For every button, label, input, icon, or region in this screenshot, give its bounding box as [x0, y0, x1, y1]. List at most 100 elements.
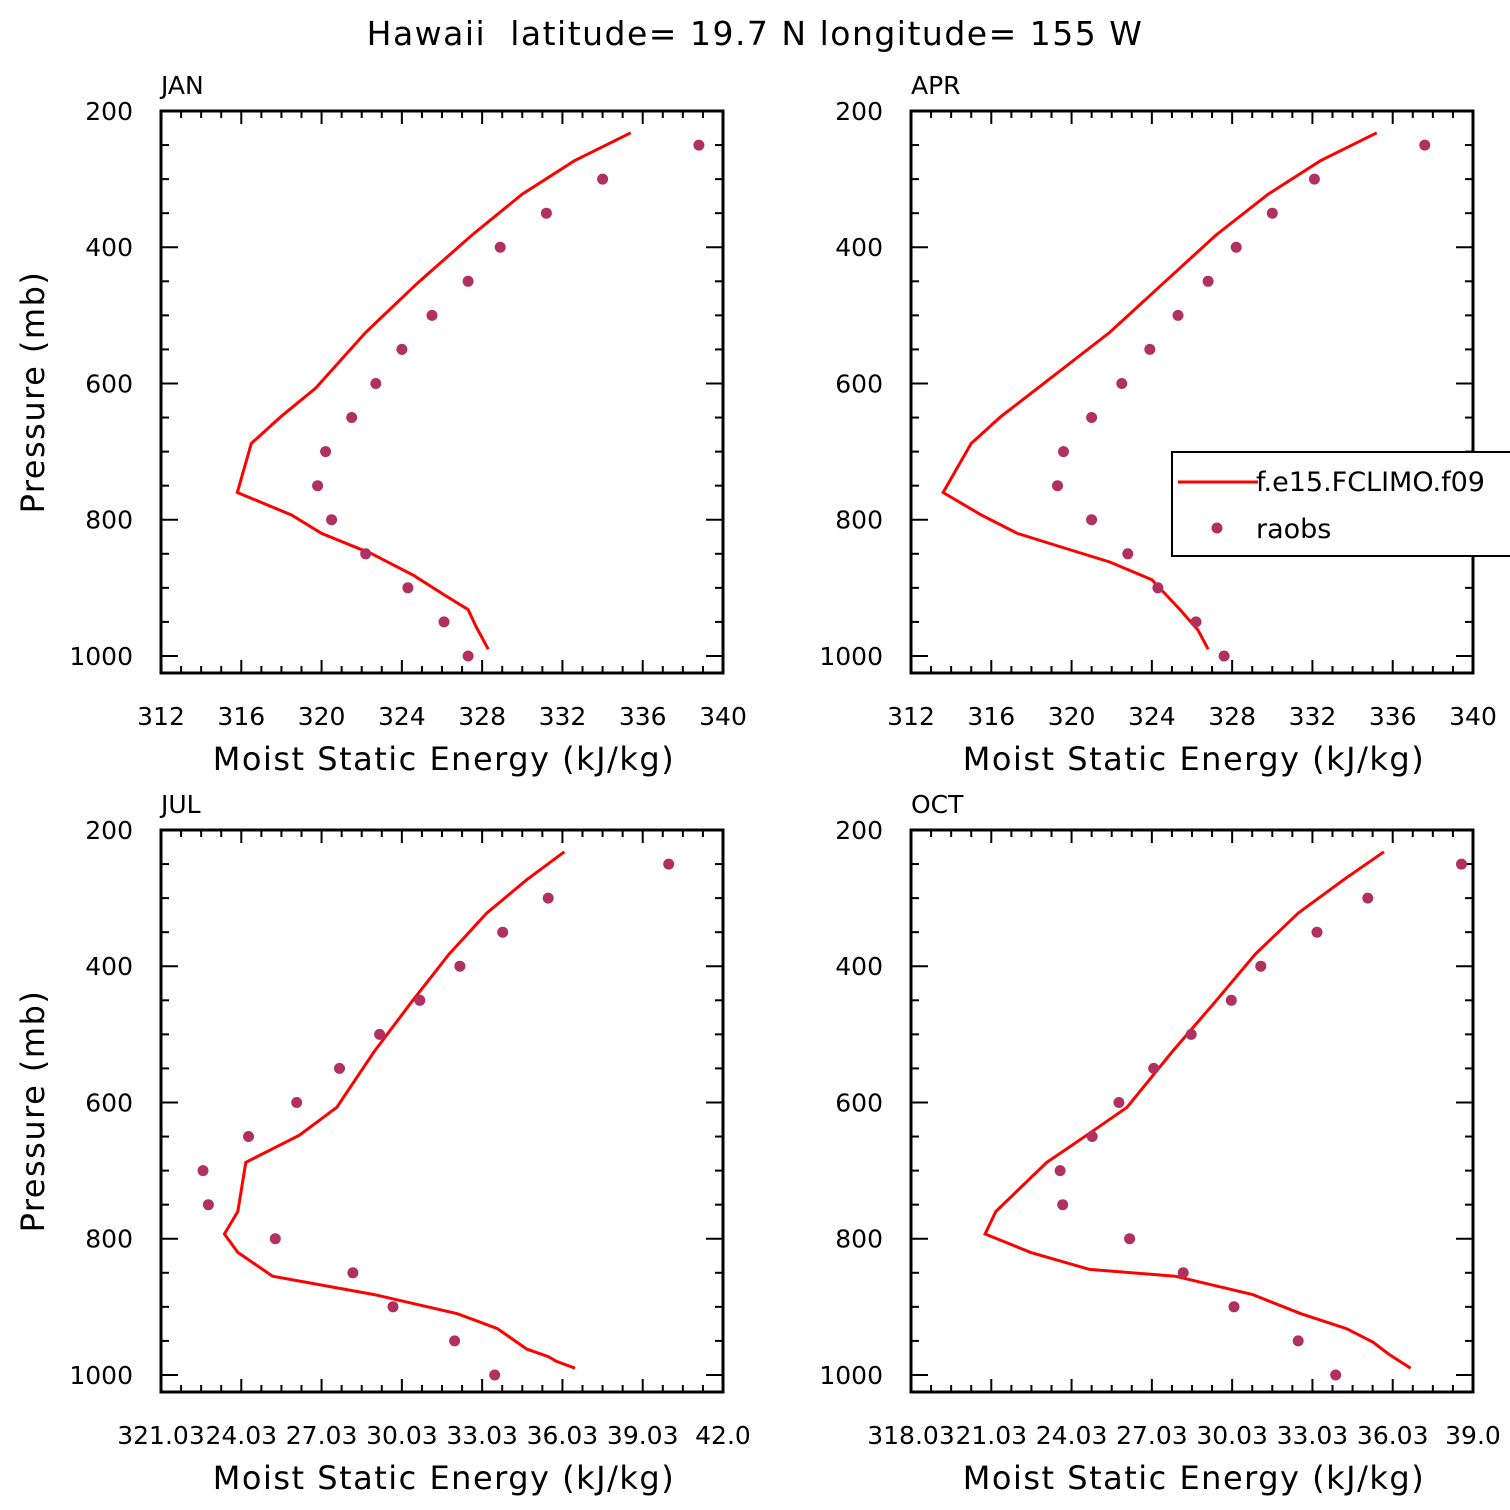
x-tick-label: 312 — [137, 702, 185, 731]
x-tick-label: 320 — [1048, 702, 1096, 731]
raobs-point — [1185, 1028, 1197, 1040]
raobs-point — [597, 173, 609, 185]
x-tick-label: 36.03 — [527, 1421, 599, 1450]
panel-jul: JUL 321.03 24.03 27.03 30.03 33.03 36.03 39.03 4… — [14, 790, 751, 1497]
raobs-point — [197, 1165, 209, 1177]
y-tick-label: 200 — [835, 816, 883, 845]
raobs-point — [426, 309, 438, 321]
model-profile-line — [222, 850, 576, 1370]
raobs-point — [360, 548, 372, 560]
raobs-point — [370, 378, 382, 389]
y-tick-label: 600 — [835, 369, 883, 398]
x-tick-label: 33.03 — [1277, 1421, 1349, 1450]
y-tick-label: 800 — [85, 506, 133, 535]
raobs-point — [1362, 892, 1374, 904]
raobs-point — [1292, 1335, 1304, 1347]
raobs-point — [454, 960, 466, 972]
raobs-point — [269, 1233, 281, 1245]
figure-title: Hawaii latitude= 19.7 N longitude= 155 W — [367, 14, 1144, 53]
x-axis-title: Moist Static Energy (kJ/kg) — [963, 1459, 1425, 1497]
raobs-point — [1308, 173, 1320, 185]
raobs-point — [326, 514, 338, 526]
x-tick-label: 340 — [1449, 702, 1497, 731]
x-tick-label: 27.03 — [1116, 1421, 1188, 1450]
raobs-point — [1057, 1199, 1069, 1211]
raobs-point — [1311, 926, 1323, 938]
raobs-point — [396, 343, 408, 355]
raobs-point — [1058, 446, 1069, 458]
x-tick-label: 21.03 — [955, 1421, 1027, 1450]
y-tick-label: 400 — [85, 233, 133, 262]
model-profile-line — [983, 850, 1412, 1370]
raobs-point — [1190, 616, 1202, 628]
y-tick-label: 1000 — [69, 1361, 133, 1390]
y-tick-label: 800 — [85, 1225, 133, 1254]
raobs-point — [1054, 1165, 1066, 1177]
x-axis-title: Moist Static Energy (kJ/kg) — [963, 740, 1425, 778]
raobs-point — [1419, 139, 1431, 151]
legend: f.e15.FCLIMO.f09 raobs — [1171, 451, 1510, 557]
x-tick-label: 336 — [619, 702, 667, 731]
y-tick-label: 600 — [835, 1088, 883, 1117]
raobs-point — [1086, 514, 1098, 526]
legend-marker-swatch — [1211, 522, 1223, 534]
x-tick-label: 27.03 — [286, 1421, 358, 1450]
legend-box — [1171, 451, 1510, 557]
raobs-point — [1113, 1097, 1125, 1108]
raobs-point — [346, 412, 358, 423]
x-tick-label: 328 — [1208, 702, 1256, 731]
y-tick-label: 400 — [85, 952, 133, 981]
x-tick-label: 30.03 — [366, 1421, 438, 1450]
raobs-point — [1124, 1233, 1136, 1245]
x-axis-title: Moist Static Energy (kJ/kg) — [213, 1459, 675, 1497]
y-tick-label: 600 — [85, 369, 133, 398]
x-tick-label: 320 — [298, 702, 346, 731]
raobs-point — [1116, 378, 1128, 389]
raobs-point — [1144, 343, 1156, 355]
x-tick-label: 340 — [699, 702, 747, 731]
y-axis-title: Pressure (mb) — [14, 271, 52, 514]
raobs-point — [1052, 480, 1063, 492]
x-tick-label: 324 — [378, 702, 426, 731]
raobs-point — [414, 994, 426, 1006]
y-axis-title: Pressure (mb) — [14, 990, 52, 1233]
raobs-point — [312, 480, 324, 492]
x-tick-label: 332 — [539, 702, 587, 731]
x-tick-label: 332 — [1289, 702, 1337, 731]
raobs-point — [693, 139, 705, 151]
raobs-point — [1255, 960, 1267, 972]
y-tick-label: 1000 — [819, 642, 883, 671]
raobs-point — [347, 1267, 359, 1279]
x-axis-title: Moist Static Energy (kJ/kg) — [213, 740, 675, 778]
raobs-point — [1086, 1131, 1098, 1142]
y-tick-label: 1000 — [819, 1361, 883, 1390]
raobs-point — [540, 207, 552, 219]
y-tick-label: 800 — [835, 506, 883, 535]
y-tick-label: 600 — [85, 1088, 133, 1117]
raobs-point — [243, 1131, 254, 1142]
raobs-point — [1456, 858, 1467, 870]
raobs-point — [202, 1199, 214, 1211]
x-tick-label: 318.03 — [867, 1421, 954, 1450]
raobs-point — [1266, 207, 1278, 219]
raobs-point — [1230, 241, 1242, 253]
raobs-point — [1152, 582, 1164, 594]
raobs-point — [489, 1369, 501, 1381]
x-tick-label: 36.03 — [1357, 1421, 1429, 1450]
raobs-point — [320, 446, 332, 458]
panels: JAN 312 316 320 324 328 332 336 340 200 400 600 800 1… — [14, 71, 1501, 1497]
raobs-point — [494, 241, 506, 253]
x-tick-label: 328 — [458, 702, 506, 731]
raobs-point — [1228, 1301, 1240, 1313]
legend-label-raobs: raobs — [1256, 514, 1331, 545]
x-tick-label: 316 — [217, 702, 265, 731]
y-tick-label: 400 — [835, 233, 883, 262]
raobs-point — [1086, 412, 1098, 423]
raobs-point — [663, 858, 675, 870]
panel-label: JAN — [159, 71, 204, 100]
x-tick-label: 321.03 — [117, 1421, 204, 1450]
panel-oct: OCT 318.03 21.03 24.03 27.03 30.03 33.03 36.03 3… — [819, 790, 1500, 1497]
x-tick-label: 336 — [1369, 702, 1417, 731]
raobs-point — [462, 275, 474, 287]
y-tick-label: 200 — [835, 97, 883, 126]
